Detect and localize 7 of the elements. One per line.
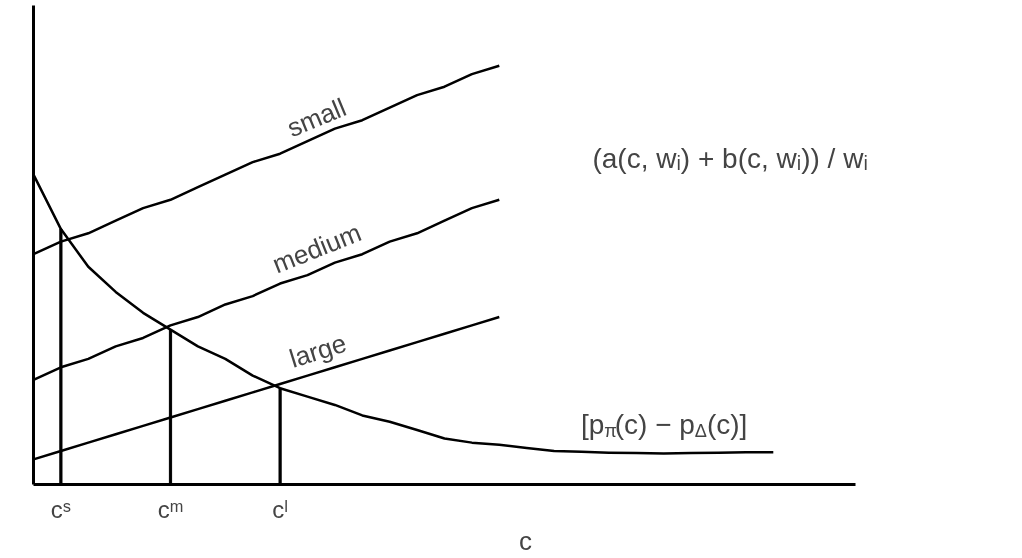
x-tick-label: cᵐ	[157, 495, 184, 523]
annotation: (a(c, wᵢ) + b(c, wᵢ)) / wᵢ	[592, 143, 868, 175]
text: small	[282, 92, 351, 144]
text: large	[285, 327, 350, 374]
x-axis-title: c	[519, 525, 532, 556]
x-tick-label: cˡ	[272, 495, 288, 523]
x-tick-label: cˢ	[50, 495, 71, 523]
